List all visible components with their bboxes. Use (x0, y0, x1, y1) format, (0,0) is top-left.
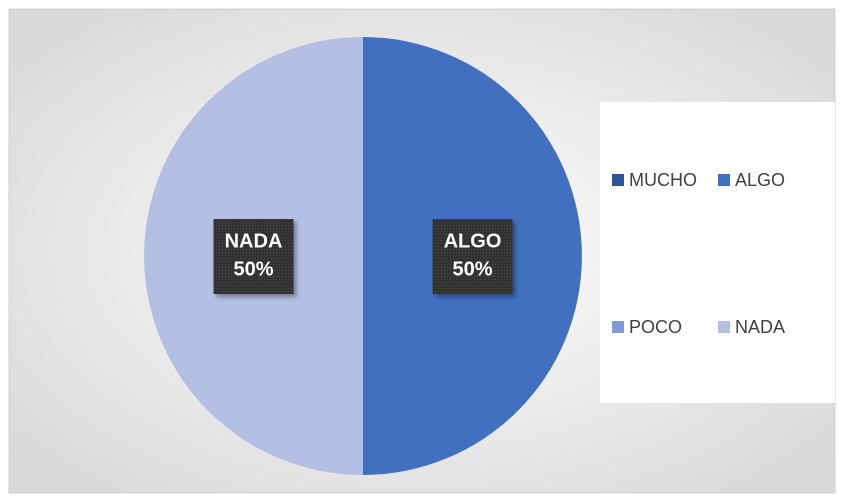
data-label-box (432, 219, 513, 294)
legend-swatch (718, 174, 730, 186)
data-label-name: ALGO (444, 230, 502, 252)
legend-swatch (612, 321, 624, 333)
data-label-value: 50% (233, 258, 273, 280)
legend-swatch (612, 174, 624, 186)
data-label-name: NADA (225, 230, 283, 252)
legend-swatch (718, 321, 730, 333)
legend-label: NADA (735, 317, 785, 337)
data-label-box (213, 219, 294, 294)
legend-label: POCO (629, 317, 682, 337)
legend-label: MUCHO (629, 170, 697, 190)
legend-label: ALGO (735, 170, 785, 190)
data-label-value: 50% (452, 258, 492, 280)
legend-box (600, 102, 835, 403)
